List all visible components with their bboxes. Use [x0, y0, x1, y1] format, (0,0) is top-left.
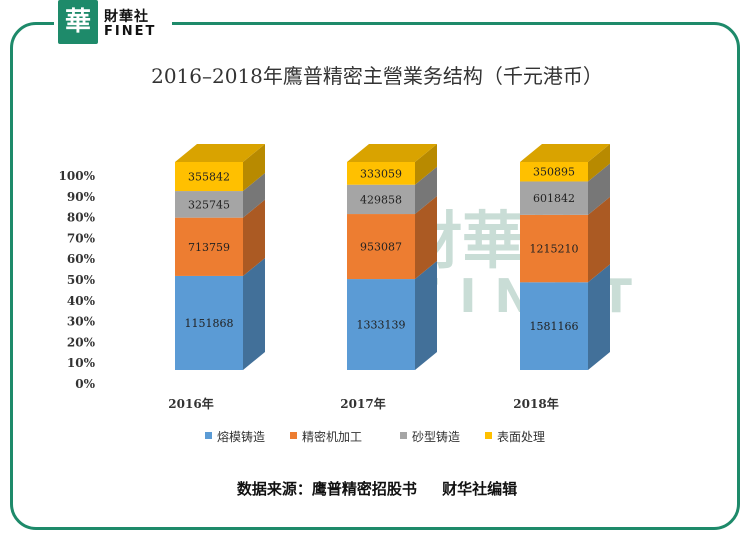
legend-swatch — [290, 432, 297, 439]
bar-segment — [347, 214, 415, 280]
y-tick-label: 90% — [67, 190, 96, 204]
data-label: 350895 — [533, 166, 575, 179]
y-tick-label: 30% — [67, 315, 96, 329]
bar-segment-side — [243, 199, 265, 276]
logo-glyph: 華 — [58, 0, 98, 44]
legend-swatch — [400, 432, 407, 439]
y-tick-label: 70% — [67, 231, 96, 245]
legend-label: 砂型铸造 — [412, 429, 460, 444]
legend: 熔模铸造 精密机加工 砂型铸造 表面处理 — [205, 429, 545, 444]
legend-item: 表面处理 — [485, 430, 545, 444]
data-label: 429858 — [360, 193, 402, 206]
legend-item: 砂型铸造 — [400, 429, 460, 444]
bars: 1151868 713759 325745 355842 1333139 953087 42… — [175, 144, 610, 370]
x-tick-label: 2017年 — [340, 396, 385, 411]
bar-segment — [347, 184, 415, 215]
y-tick-label: 10% — [67, 356, 96, 370]
legend-swatch — [485, 432, 492, 439]
data-label: 1215210 — [530, 243, 579, 256]
bar-segment-side — [415, 166, 437, 215]
bar-segment-side — [243, 144, 265, 192]
bar-top-face — [175, 144, 265, 162]
legend-swatch — [205, 432, 212, 439]
logo-english-text: FINET — [104, 24, 157, 39]
y-tick-label: 20% — [67, 335, 96, 349]
data-label: 1333139 — [357, 319, 406, 332]
bar-segment-side — [588, 264, 610, 370]
bar-segment-side — [588, 163, 610, 215]
data-label: 355842 — [188, 171, 230, 184]
data-label: 333059 — [360, 167, 402, 180]
logo-chinese-text: 財華社 — [104, 9, 149, 25]
bar-top-face — [347, 144, 437, 162]
bar-segment — [175, 162, 243, 192]
data-label: 601842 — [533, 192, 575, 205]
y-tick-label: 60% — [67, 252, 96, 266]
bar-segment — [175, 217, 243, 276]
legend-label: 表面处理 — [497, 430, 545, 444]
bar-segment — [347, 162, 415, 185]
y-tick-label: 40% — [67, 294, 96, 308]
bar-segment-side — [415, 196, 437, 280]
bar-stack: 1581166 1215210 601842 350895 — [520, 144, 610, 370]
y-tick-label: 100% — [59, 169, 96, 183]
bar-segment-side — [243, 173, 265, 218]
bar-segment — [520, 282, 588, 370]
y-tick-label: 0% — [75, 377, 95, 391]
x-tick-label: 2016年 — [168, 396, 213, 411]
bar-segment — [175, 191, 243, 218]
data-label: 325745 — [188, 198, 230, 211]
bar-segment — [520, 214, 588, 283]
data-label: 1581166 — [530, 320, 579, 333]
bar-segment — [520, 181, 588, 215]
chart-title: 2016–2018年鷹普精密主營業务结构（千元港币） — [151, 64, 603, 88]
bar-segment — [175, 275, 243, 370]
bar-segment — [347, 279, 415, 370]
x-axis: 2016年 2017年 2018年 — [168, 396, 558, 411]
bar-top-face — [520, 144, 610, 162]
bar-segment-side — [415, 144, 437, 185]
y-tick-label: 50% — [67, 273, 96, 287]
bar-segment-side — [243, 257, 265, 370]
legend-item: 熔模铸造 — [205, 429, 265, 444]
bar-stack: 1333139 953087 429858 333059 — [347, 144, 437, 370]
legend-label: 精密机加工 — [302, 429, 362, 444]
finet-logo: 華 財華社 FINET — [54, 0, 172, 46]
editor-text: 财华社编辑 — [442, 480, 518, 498]
data-label: 953087 — [360, 241, 402, 254]
x-tick-label: 2018年 — [513, 396, 558, 411]
bar-stack: 1151868 713759 325745 355842 — [175, 144, 265, 370]
y-tick-label: 80% — [67, 211, 96, 225]
data-label: 713759 — [188, 241, 230, 254]
data-label: 1151868 — [185, 317, 234, 330]
bar-segment — [520, 162, 588, 182]
legend-item: 精密机加工 — [290, 429, 362, 444]
bar-segment-side — [588, 196, 610, 283]
bar-segment-side — [588, 144, 610, 182]
source-text: 数据来源：鹰普精密招股书 — [236, 480, 417, 498]
legend-label: 熔模铸造 — [217, 429, 265, 444]
bar-segment-side — [415, 261, 437, 370]
source-note: 数据来源：鹰普精密招股书 财华社编辑 — [0, 478, 754, 499]
y-axis: 0% 10% 20% 30% 40% 50% 60% 70% 80% 90% 100% — [59, 169, 96, 391]
